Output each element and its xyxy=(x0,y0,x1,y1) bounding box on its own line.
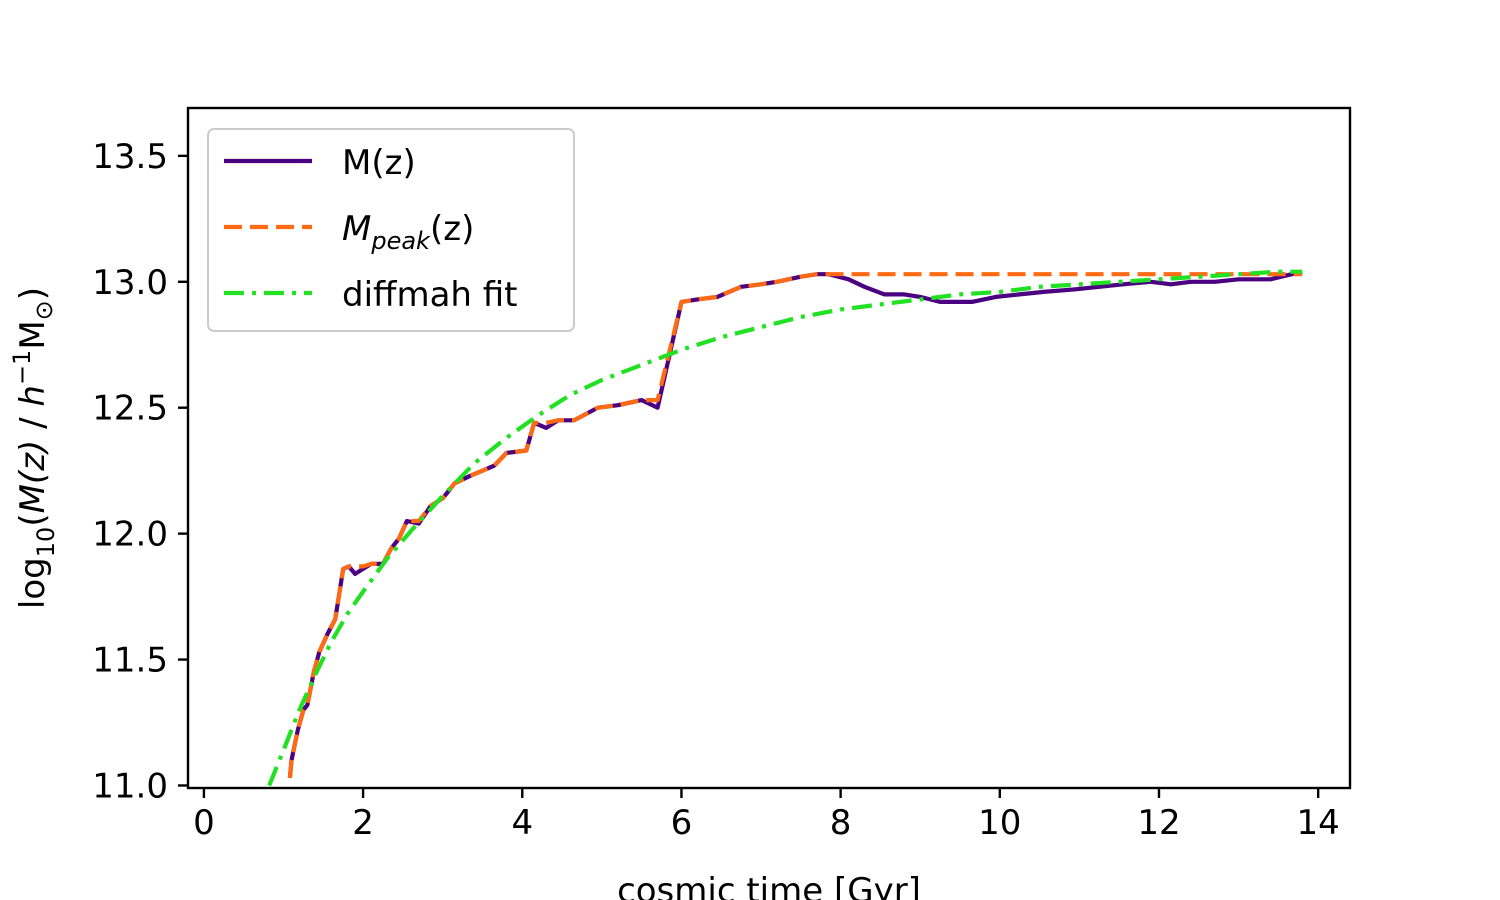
y-tick-label: 12.0 xyxy=(92,515,168,555)
legend-label-mpeak: Mpeak(z) xyxy=(342,209,474,255)
legend-box xyxy=(207,128,575,332)
x-tick-label: 8 xyxy=(830,803,852,843)
x-axis-label: cosmic time [Gyr] xyxy=(617,871,921,900)
y-tick-label: 13.5 xyxy=(92,137,168,177)
series-line-0 xyxy=(287,269,1303,779)
x-tick-label: 2 xyxy=(352,803,374,843)
series-lines xyxy=(267,269,1303,787)
y-axis: 11.0 11.5 12.0 12.5 13.0 13.5 xyxy=(92,137,188,806)
x-tick-label: 10 xyxy=(978,803,1021,843)
legend: M(z) Mpeak(z) diffmah fit xyxy=(207,128,575,332)
y-tick-label: 11.5 xyxy=(92,641,168,681)
x-tick-label: 12 xyxy=(1137,803,1180,843)
series-line-2 xyxy=(267,269,1303,787)
x-tick-label: 0 xyxy=(193,803,215,843)
plot-area-frame xyxy=(186,106,1352,790)
y-axis-label: log10(M(z) / h−1M⊙) xyxy=(8,287,60,609)
y-tick-label: 12.5 xyxy=(92,389,168,429)
x-tick-label: 4 xyxy=(511,803,533,843)
x-tick-label: 6 xyxy=(671,803,693,843)
x-axis: 0 2 4 6 8 10 12 14 xyxy=(193,788,1340,843)
y-tick-label: 11.0 xyxy=(92,766,168,806)
x-tick-label: 14 xyxy=(1297,803,1340,843)
y-tick-label: 13.0 xyxy=(92,263,168,303)
legend-label-diffmah: diffmah fit xyxy=(342,275,518,315)
series-line-1 xyxy=(287,272,1303,779)
legend-label-mz: M(z) xyxy=(342,143,416,183)
